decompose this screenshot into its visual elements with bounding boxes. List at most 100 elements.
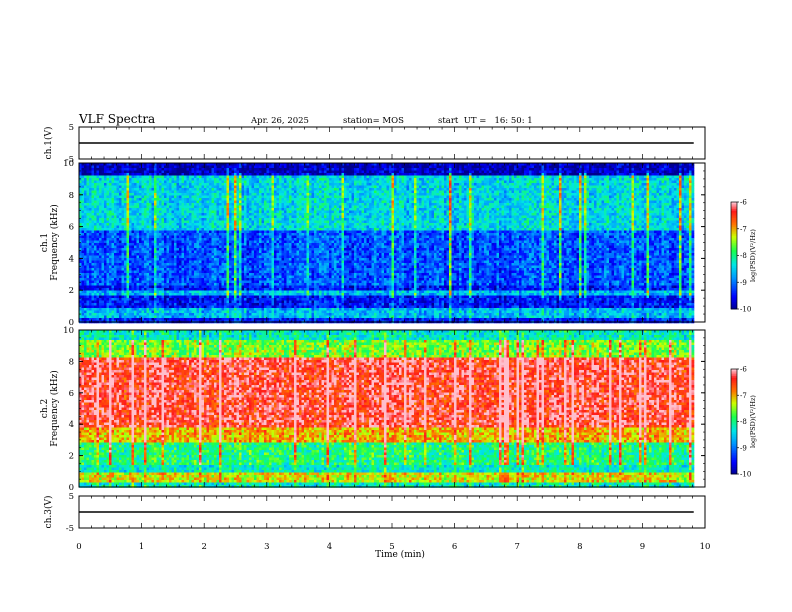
- spectrogram-cell: [182, 278, 185, 281]
- spectrogram-cell: [99, 271, 102, 274]
- spectrogram-cell: [174, 231, 177, 234]
- spectrogram-cell: [194, 221, 197, 224]
- spectrogram-cell: [229, 231, 232, 234]
- spectrogram-cell: [244, 251, 247, 254]
- spectrogram-cell: [127, 286, 130, 289]
- spectrogram-cell: [82, 271, 85, 274]
- spectrogram-cell: [192, 268, 195, 271]
- spectrogram-cell: [112, 271, 115, 274]
- spectrogram-cell: [257, 306, 260, 309]
- spectrogram-cell: [222, 193, 225, 196]
- spectrogram-cell: [217, 246, 220, 249]
- spectrogram-cell: [87, 173, 90, 176]
- spectrogram-cell: [142, 196, 145, 199]
- spectrogram-cell: [197, 318, 200, 321]
- spectrogram-cell: [129, 218, 132, 221]
- spectrogram-cell: [92, 201, 95, 204]
- spectrogram-cell: [182, 236, 185, 239]
- spectrogram-cell: [267, 251, 270, 254]
- spectrogram-cell: [172, 263, 175, 266]
- spectrogram-cell: [112, 311, 115, 314]
- spectrogram-cell: [177, 298, 180, 301]
- spectrogram-cell: [94, 281, 97, 284]
- spectrogram-cell: [97, 256, 100, 259]
- spectrogram-cell: [249, 223, 252, 226]
- spectrogram-cell: [192, 271, 195, 274]
- spectrogram-cell: [119, 198, 122, 201]
- spectrogram-cell: [237, 311, 240, 314]
- spectrogram-cell: [244, 291, 247, 294]
- spectrogram-cell: [159, 188, 162, 191]
- spectrogram-cell: [237, 201, 240, 204]
- spectrogram-cell: [94, 188, 97, 191]
- spectrogram-cell: [219, 238, 222, 241]
- spectrogram-cell: [124, 293, 127, 296]
- spectrogram-cell: [184, 286, 187, 289]
- spectrogram-cell: [84, 266, 87, 269]
- spectrogram-cell: [167, 193, 170, 196]
- spectrogram-cell: [212, 288, 215, 291]
- spectrogram-cell: [247, 223, 250, 226]
- spectrogram-cell: [244, 286, 247, 289]
- spectrogram-cell: [197, 256, 200, 259]
- spectrogram-cell: [267, 231, 270, 234]
- spectrogram-cell: [267, 191, 270, 194]
- spectrogram-cell: [264, 273, 267, 276]
- spectrogram-cell: [149, 166, 152, 169]
- spectrogram-cell: [214, 188, 217, 191]
- spectrogram-cell: [104, 231, 107, 234]
- spectrogram-cell: [234, 293, 237, 296]
- spectrogram-cell: [182, 191, 185, 194]
- spectrogram-cell: [197, 316, 200, 319]
- spectrogram-cell: [159, 318, 162, 321]
- spectrogram-cell: [234, 306, 237, 309]
- spectrogram-cell: [102, 308, 105, 311]
- spectrogram-cell: [207, 306, 210, 309]
- spectrogram-cell: [264, 286, 267, 289]
- spectrogram-cell: [239, 176, 242, 179]
- spectrogram-cell: [189, 256, 192, 259]
- spectrogram-cell: [204, 203, 207, 206]
- spectrogram-cell: [182, 248, 185, 251]
- spectrogram-cell: [112, 293, 115, 296]
- spectrogram-cell: [252, 273, 255, 276]
- spectrogram-cell: [214, 166, 217, 169]
- spectrogram-cell: [147, 223, 150, 226]
- spectrogram-cell: [207, 178, 210, 181]
- spectrogram-cell: [257, 191, 260, 194]
- spectrogram-cell: [107, 226, 110, 229]
- spectrogram-cell: [127, 218, 130, 221]
- spectrogram-cell: [207, 246, 210, 249]
- spectrogram-cell: [179, 283, 182, 286]
- spectrogram-cell: [169, 186, 172, 189]
- spectrogram-cell: [227, 281, 230, 284]
- spectrogram-cell: [99, 218, 102, 221]
- spectrogram-cell: [144, 171, 147, 174]
- spectrogram-cell: [229, 181, 232, 184]
- spectrogram-cell: [149, 236, 152, 239]
- spectrogram-cell: [222, 196, 225, 199]
- spectrogram-cell: [167, 226, 170, 229]
- spectrogram-cell: [84, 171, 87, 174]
- spectrogram-cell: [187, 306, 190, 309]
- spectrogram-cell: [189, 216, 192, 219]
- spectrogram-cell: [187, 186, 190, 189]
- spectrogram-cell: [254, 311, 257, 314]
- spectrogram-cell: [87, 198, 90, 201]
- spectrogram-cell: [247, 253, 250, 256]
- spectrogram-cell: [182, 233, 185, 236]
- spectrogram-cell: [134, 166, 137, 169]
- spectrogram-cell: [217, 168, 220, 171]
- spectrogram-cell: [239, 313, 242, 316]
- spectrogram-cell: [254, 301, 257, 304]
- spectrogram-cell: [172, 301, 175, 304]
- spectrogram-cell: [114, 193, 117, 196]
- spectrogram-cell: [259, 313, 262, 316]
- spectrogram-cell: [192, 196, 195, 199]
- spectrogram-cell: [209, 231, 212, 234]
- spectrogram-cell: [257, 313, 260, 316]
- spectrogram-cell: [262, 218, 265, 221]
- spectrogram-cell: [157, 311, 160, 314]
- spectrogram-cell: [137, 173, 140, 176]
- spectrogram-cell: [122, 228, 125, 231]
